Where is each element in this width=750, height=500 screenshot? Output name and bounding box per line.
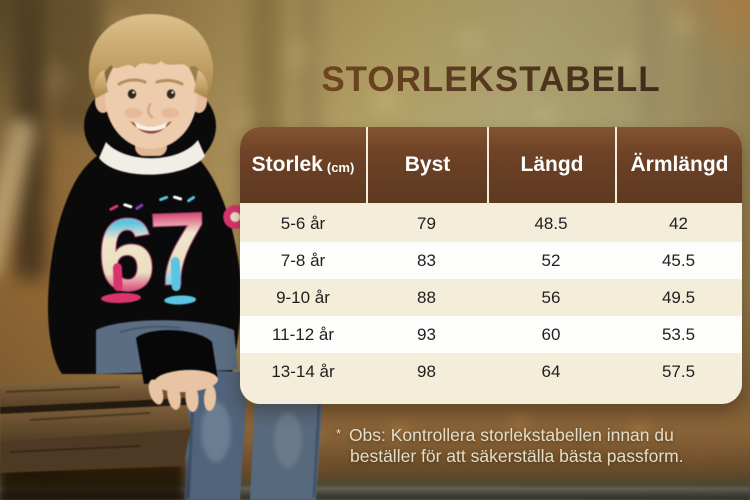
eyebrow	[117, 78, 147, 86]
header-size: Storlek (cm)	[240, 127, 366, 203]
bench-slat	[0, 377, 186, 407]
icing-drip	[170, 257, 181, 292]
table-row: 13-14 år 98 64 57.5	[240, 353, 742, 390]
header-size-unit: (cm)	[326, 160, 355, 175]
eye-glint	[171, 91, 174, 94]
cell-size: 11-12 år	[271, 324, 335, 344]
fingers	[148, 379, 217, 412]
table-row: 5-6 år 79 48.5 42	[240, 205, 742, 242]
jeans-fold	[119, 325, 181, 333]
knee-highlight	[274, 412, 302, 468]
hair	[88, 14, 214, 98]
knee-highlight	[201, 402, 231, 462]
cell-bust: 93	[417, 324, 436, 344]
cell-length: 52	[541, 250, 561, 270]
icing-drip	[112, 263, 123, 292]
cheek	[161, 108, 179, 118]
wood-grain	[5, 386, 151, 453]
nose	[147, 102, 154, 119]
melt-puddle	[164, 295, 197, 305]
header-length: Längd	[487, 127, 615, 203]
header-size-label: Storlek	[251, 153, 323, 176]
eye-glint	[132, 91, 135, 94]
cell-length: 64	[541, 361, 561, 381]
cell-length: 60	[541, 324, 561, 344]
cell-length: 56	[541, 287, 561, 307]
footnote-asterisk: *	[336, 426, 342, 441]
cell-sleeve: 42	[669, 213, 688, 233]
hair-side	[194, 70, 208, 98]
hood-lining	[99, 140, 205, 175]
cell-size: 9-10 år	[276, 287, 330, 307]
table-row: 7-8 år 83 52 45.5	[240, 242, 742, 279]
hair-side	[94, 70, 108, 98]
boy-in-hoodie-photo: 6 7	[0, 14, 324, 500]
size-table: Storlek (cm) Byst Längd Ärmlängd 5-6 år …	[240, 127, 742, 404]
cell-size: 7-8 år	[280, 250, 326, 270]
cell-bust: 79	[417, 213, 436, 233]
eyebrow	[155, 78, 184, 86]
jeans-seam	[312, 385, 322, 499]
header-bust: Byst	[366, 127, 487, 203]
table-header-row: Storlek (cm) Byst Längd Ärmlängd	[240, 127, 742, 205]
cell-bust: 88	[417, 287, 436, 307]
bench-front	[0, 429, 191, 473]
cell-sleeve: 45.5	[661, 250, 696, 270]
partial-glyph-center	[230, 212, 241, 223]
cell-sleeve: 57.5	[661, 361, 696, 381]
table-row: 9-10 år 88 56 49.5	[240, 279, 742, 316]
face	[105, 45, 197, 149]
cell-sleeve: 53.5	[661, 324, 696, 344]
cheek	[124, 108, 142, 118]
cell-bust: 83	[417, 250, 436, 270]
teeth	[134, 122, 168, 131]
cell-size: 13-14 år	[271, 361, 335, 381]
footnote: * Obs: Kontrollera storlekstabellen inna…	[336, 423, 722, 467]
header-sleeve: Ärmlängd	[615, 127, 742, 203]
cell-sleeve: 49.5	[661, 287, 696, 307]
grass-edge	[0, 479, 750, 489]
melt-puddle	[101, 293, 141, 304]
cell-size: 5-6 år	[280, 213, 326, 233]
page-title: STORLEKSTABELL	[240, 60, 742, 100]
table-row: 11-12 år 93 60 53.5	[240, 316, 742, 353]
cell-bust: 98	[417, 361, 436, 381]
sprinkles	[109, 195, 196, 211]
cell-length: 48.5	[534, 213, 568, 233]
footnote-text: Obs: Kontrollera storlekstabellen innan …	[348, 425, 684, 466]
bench-gap	[0, 398, 187, 414]
